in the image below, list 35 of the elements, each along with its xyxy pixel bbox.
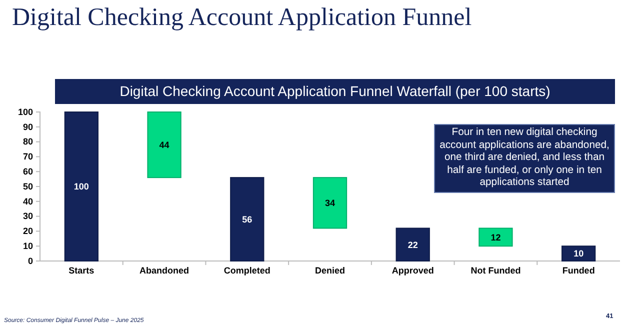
x-tick-label: Abandoned: [140, 265, 190, 276]
bar: [396, 228, 430, 262]
y-tick-label: 20: [22, 226, 33, 236]
y-tick-label: 60: [22, 166, 33, 176]
chart-subtitle: Digital Checking Account Application Funnel Waterfall (per 100 starts): [55, 79, 615, 104]
x-tick-label: Funded: [562, 265, 595, 276]
x-tick-label: Completed: [224, 265, 270, 276]
y-tick-label: 30: [22, 211, 33, 222]
y-tick-label: 10: [22, 240, 33, 251]
data-label: 56: [242, 214, 252, 224]
x-tick-label: Starts: [68, 265, 94, 276]
y-tick-label: 90: [22, 122, 33, 132]
bar: [147, 112, 182, 178]
bar: [230, 177, 264, 262]
bar: [64, 112, 98, 262]
data-label: 22: [408, 240, 418, 250]
y-tick-label: 40: [22, 196, 33, 206]
y-tick-label: 0: [28, 256, 33, 266]
data-label: 34: [324, 198, 336, 208]
y-tick-label: 50: [22, 181, 33, 192]
data-label: 12: [490, 232, 501, 242]
x-tick-label: Approved: [392, 265, 434, 276]
bar: [478, 228, 513, 247]
y-tick-label: 100: [18, 106, 33, 117]
y-tick-label: 70: [22, 152, 33, 162]
data-label: 44: [159, 140, 170, 150]
chart-title: Digital Checking Account Application Funnel: [12, 4, 472, 32]
y-tick-label: 80: [22, 136, 33, 147]
data-label: 10: [574, 248, 584, 259]
annotation: Four in ten new digital checking account applications are abandoned, one third are denied, and less than half are funded, or only one in ten applications started: [434, 124, 615, 193]
x-tick-label: Denied: [314, 265, 346, 276]
x-tick-label: Not Funded: [470, 265, 521, 276]
bar: [562, 246, 596, 262]
bar: [312, 177, 348, 229]
data-label: 100: [74, 182, 89, 192]
